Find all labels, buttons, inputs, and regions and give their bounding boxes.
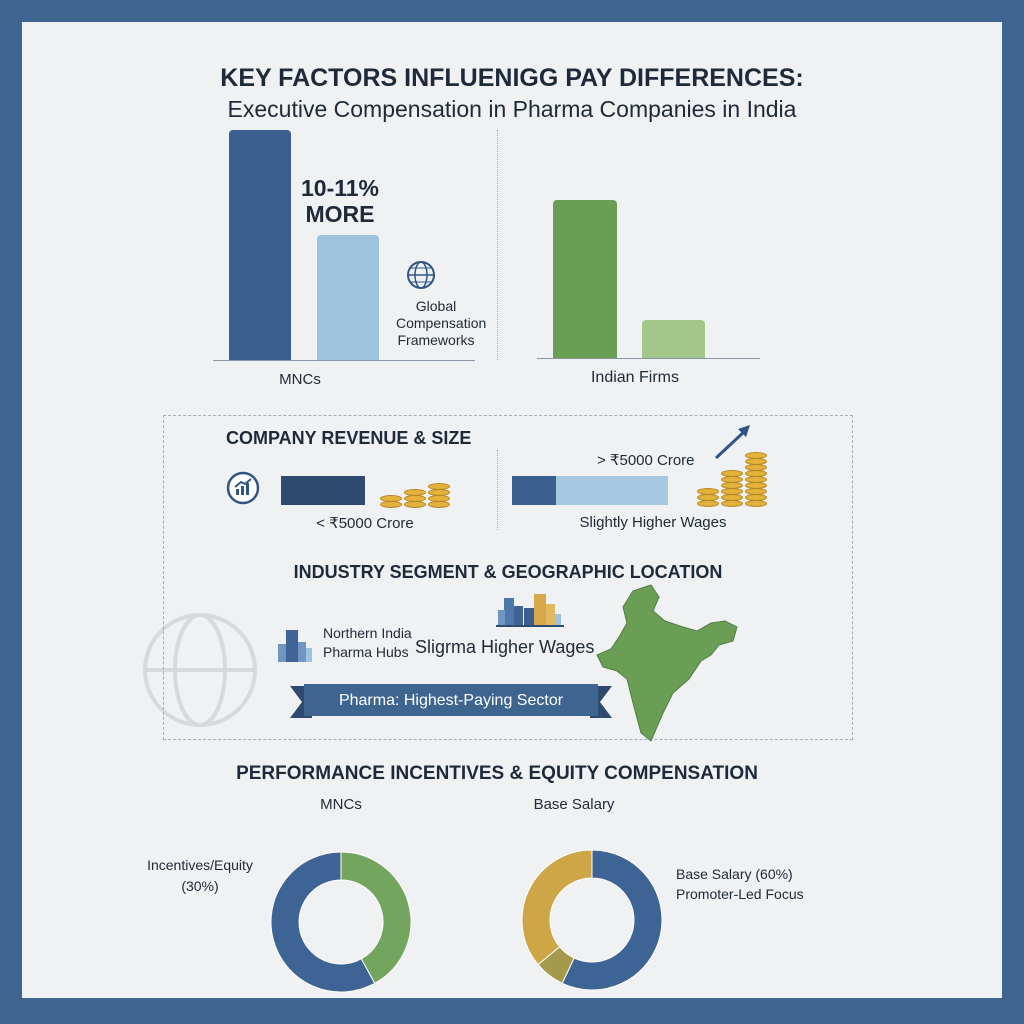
large-revenue-label: > ₹5000 Crore [597,452,695,469]
growth-chart-icon [226,471,260,505]
banner-ribbon [290,684,612,718]
indian-label: Indian Firms [590,369,680,386]
donut-slice-promoter [521,849,593,966]
up-arrow-icon [714,425,750,460]
donut2-annotation: Base Salary (60%) Promoter-Led Focus [676,866,804,902]
globe-icon [407,261,435,289]
coin [428,483,450,490]
indian-bar-low [642,320,705,358]
premium-text: 10-11% MORE [300,175,379,227]
donut-slice-base [270,851,376,993]
coins-stack-icon [697,445,777,507]
small-revenue-label: < ₹5000 Crore [316,515,414,532]
indian-baseline [537,358,760,359]
donut2-title: Base Salary [533,796,615,813]
city-skyline-icon [496,594,564,627]
title-line2: Executive Compensation in Pharma Compani… [227,96,797,122]
donut-slice-incentives-equity [340,851,412,985]
donut-slice-base-salary [561,849,663,991]
coin [721,470,743,477]
revenue-divider [497,450,498,530]
large-revenue-bar-light [556,476,668,505]
large-revenue-note: Slightly Higher Wages [579,514,727,531]
banner-text: Pharma: Highest-Paying Sector [338,692,564,709]
factors-box [163,415,853,740]
industry-heading: INDUSTRY SEGMENT & GEOGRAPHIC LOCATION [293,562,723,582]
wage-text: Sligrma Higher Wages [415,637,595,657]
revenue-heading: COMPANY REVENUE & SIZE [226,428,472,448]
title-line1: KEY FACTORS INFLUENIGG PAY DIFFERENCES: [220,64,804,92]
mnc-baseline [213,360,475,361]
donut1-annotation: Incentives/Equity (30%) [147,857,253,894]
small-revenue-bar [281,476,365,505]
coin [697,488,719,495]
incentives-heading: PERFORMANCE INCENTIVES & EQUITY COMPENSA… [236,763,758,784]
mnc-label: MNCs [279,371,321,388]
coins-icon [380,470,460,508]
india-map [596,584,738,742]
mnc-bar-low [317,235,379,360]
northern-hubs-text: Northern India Pharma Hubs [323,625,412,660]
global-frameworks-text: Global Compensation Frameworks [396,298,487,348]
coin [745,452,767,459]
donut1-title: MNCs [320,796,362,813]
divider [497,130,498,360]
buildings-icon [278,630,312,662]
coin [380,495,402,502]
infographic-panel [22,22,1002,998]
coin [404,489,426,496]
large-revenue-bar-dark [512,476,556,505]
mnc-bar-high [229,130,291,360]
globe-watermark-icon [143,613,257,727]
indian-bar-high [553,200,617,358]
